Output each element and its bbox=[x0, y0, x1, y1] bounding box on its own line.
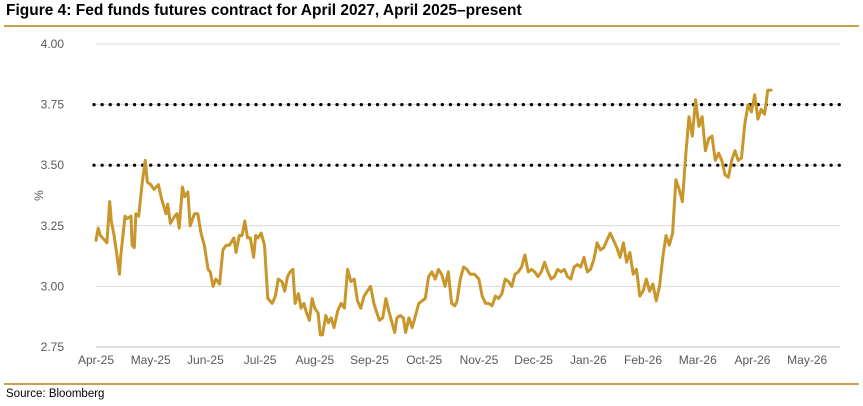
y-tick-label: 3.00 bbox=[41, 279, 65, 293]
x-tick-label: May-25 bbox=[131, 353, 171, 367]
y-tick-label: 3.25 bbox=[41, 219, 65, 233]
figure-title: Figure 4: Fed funds futures contract for… bbox=[6, 2, 522, 19]
fed-funds-futures-chart: 4.00 3.75 3.50 3.25 3.00 2.75 Apr-25 May-25 Jun-… bbox=[32, 37, 842, 367]
x-tick-label: Apr-25 bbox=[78, 353, 114, 367]
x-tick-label: Dec-25 bbox=[514, 353, 553, 367]
x-tick-label: Apr-26 bbox=[734, 353, 770, 367]
y-tick-label: 3.75 bbox=[41, 98, 65, 112]
source-note: Source: Bloomberg bbox=[6, 388, 105, 400]
series-line bbox=[94, 88, 773, 337]
x-tick-label: May-26 bbox=[787, 353, 827, 367]
x-tick-label: Aug-25 bbox=[295, 353, 334, 367]
x-tick-label: Jul-25 bbox=[244, 353, 277, 367]
x-tick-label: Nov-25 bbox=[460, 353, 499, 367]
x-tick-label: Feb-26 bbox=[624, 353, 662, 367]
y-axis-label: % bbox=[32, 190, 46, 201]
x-tick-label: Mar-26 bbox=[679, 353, 717, 367]
y-tick-label: 3.50 bbox=[41, 158, 65, 172]
y-tick-label: 4.00 bbox=[41, 37, 65, 51]
x-tick-label: Jan-26 bbox=[570, 353, 607, 367]
chart-frame: 4.00 3.75 3.50 3.25 3.00 2.75 Apr-25 May-25 Jun-… bbox=[4, 25, 859, 385]
y-tick-label: 2.75 bbox=[41, 340, 65, 354]
x-tick-label: Jun-25 bbox=[187, 353, 224, 367]
x-tick-label: Sep-25 bbox=[350, 353, 389, 367]
x-tick-label: Oct-25 bbox=[406, 353, 442, 367]
